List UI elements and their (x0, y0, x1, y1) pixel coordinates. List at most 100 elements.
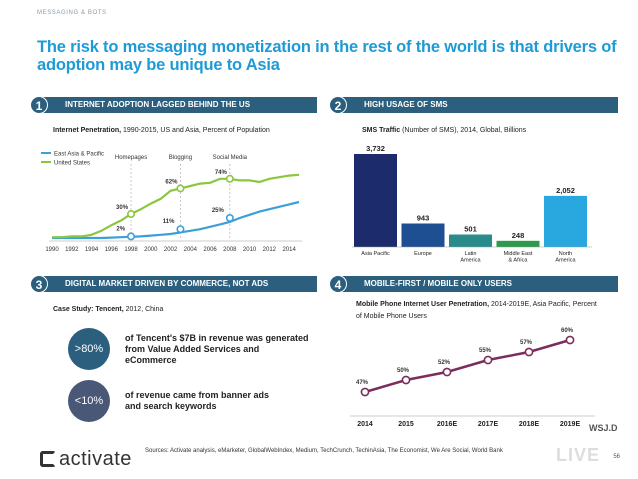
data-point-us (225, 174, 234, 183)
chart-title-mobile-penetration: Mobile Phone Internet User Penetration, … (356, 299, 604, 323)
x-tick-label: 1990 (45, 247, 59, 253)
category-label-line: Middle East (504, 251, 533, 257)
data-label: 52% (438, 360, 451, 366)
activate-logo-icon (40, 451, 56, 467)
category-label: Latin America (460, 251, 481, 264)
case-study-title-rest: 2012, China (123, 306, 164, 313)
category-label-line: America (460, 258, 481, 264)
bar (544, 195, 587, 247)
case-study-title: Case Study: Tencent, 2012, China (53, 306, 163, 313)
x-tick-label: 2012 (263, 247, 277, 253)
category-label: Europe (414, 251, 432, 257)
sms-traffic-chart: 3,732 Asia Pacific 943 Europe 501 Latin Americ… (352, 144, 592, 264)
bar (496, 240, 540, 247)
data-point-asia (127, 232, 136, 241)
panel-number-3: 3 (30, 275, 48, 293)
data-label: 60% (561, 328, 574, 334)
data-label-asia: 25% (212, 208, 225, 214)
bar-value-label: 248 (512, 231, 525, 240)
data-label-us: 30% (116, 205, 129, 211)
chart-title-rest: 1990-2015, US and Asia, Percent of Popul… (121, 127, 270, 134)
x-tick-label: 2008 (223, 247, 237, 253)
category-label-line: & Africa (509, 258, 529, 264)
series-line (364, 338, 571, 394)
legend-label-us: United States (54, 161, 90, 167)
x-tick-label: 2000 (144, 247, 158, 253)
banner-mobile-first: MOBILE-FIRST / MOBILE ONLY USERS (336, 276, 618, 292)
era-label-0: Homepages (115, 155, 147, 161)
banner-internet-adoption: INTERNET ADOPTION LAGGED BEHIND THE US (37, 97, 317, 113)
chart-title-bold: SMS Traffic (362, 127, 401, 134)
activate-logo-text: activate (59, 448, 132, 470)
data-point (401, 375, 411, 385)
data-label: 55% (479, 348, 492, 354)
banner-label: INTERNET ADOPTION LAGGED BEHIND THE US (65, 100, 251, 109)
chart-title-bold: Internet Penetration, (53, 127, 122, 134)
series-line-us (52, 173, 300, 239)
category-label-line: Asia Pacific (361, 251, 390, 257)
x-tick-label: 2002 (164, 247, 178, 253)
category-label-line: America (555, 258, 576, 264)
bar-value-label: 3,732 (366, 144, 385, 153)
x-tick-label: 2010 (243, 247, 257, 253)
case-study-title-bold: Case Study: Tencent, (53, 306, 124, 313)
data-point-asia (176, 225, 185, 234)
data-label-us: 74% (215, 170, 228, 176)
chart-title-rest: 2014-2019E, Asia Pacific, Percent of Mob… (356, 301, 597, 320)
banner-label: DIGITAL MARKET DRIVEN BY COMMERCE, NOT A… (65, 279, 269, 288)
x-tick-label: 2017E (478, 421, 499, 428)
bar-value-label: 943 (417, 214, 430, 223)
data-point-asia (225, 214, 234, 223)
banner-digital-market: DIGITAL MARKET DRIVEN BY COMMERCE, NOT A… (37, 276, 317, 292)
x-tick-label: 1996 (105, 247, 119, 253)
bar (354, 154, 397, 247)
data-point (565, 335, 575, 345)
panel-number-4: 4 (329, 275, 347, 293)
x-tick-label: 2014 (357, 421, 373, 428)
stat-circle-10: <10% (68, 380, 110, 422)
page-title: The risk to messaging monetization in th… (37, 38, 617, 74)
page-number: 56 (613, 454, 620, 460)
x-tick-label: 1994 (85, 247, 99, 253)
data-label: 47% (356, 380, 369, 386)
mobile-penetration-chart: 47% 2014 50% 2015 52% 2016E 55% 2017E 57% 2018E 60… (350, 328, 595, 428)
banner-sms-usage: HIGH USAGE OF SMS (336, 97, 618, 113)
wsjd-logo: WSJ.D (589, 423, 618, 433)
era-label-1: Blogging (169, 155, 192, 161)
category-label: Asia Pacific (361, 251, 390, 257)
category-label-line: North (559, 251, 572, 257)
bar-value-label: 501 (464, 225, 477, 234)
category-label: North America (555, 251, 576, 264)
stat-text-10: of revenue came from banner ads and sear… (125, 390, 270, 411)
x-tick-label: 2006 (203, 247, 217, 253)
data-label-asia: 2% (116, 226, 125, 232)
x-tick-label: 2014 (282, 247, 296, 253)
live-watermark: LIVE (556, 445, 601, 465)
x-tick-label: 2004 (184, 247, 198, 253)
bar (449, 234, 492, 247)
chart-title-bold: Mobile Phone Internet User Penetration, (356, 301, 490, 308)
bar-value-label: 2,052 (556, 186, 575, 195)
bar (401, 223, 445, 247)
activate-logo: activate (40, 448, 132, 471)
panel-number-2: 2 (329, 96, 347, 114)
section-tag: MESSAGING & BOTS (37, 10, 107, 16)
x-tick-label: 2015 (398, 421, 414, 428)
x-tick-label: 2016E (437, 421, 458, 428)
data-point (360, 387, 370, 397)
data-point (483, 355, 493, 365)
chart-title-internet-penetration: Internet Penetration, 1990-2015, US and … (53, 127, 270, 134)
stat-circle-80: >80% (68, 328, 110, 370)
series-line-asia (52, 200, 300, 240)
x-tick-label: 2018E (519, 421, 540, 428)
data-point (442, 367, 452, 377)
legend-label-asia: East Asia & Pacific (54, 152, 104, 158)
data-label-asia: 11% (163, 219, 175, 225)
category-label: Middle East & Africa (504, 251, 533, 264)
x-tick-label: 1998 (124, 247, 138, 253)
chart-title-sms-traffic: SMS Traffic (Number of SMS), 2014, Globa… (362, 127, 526, 134)
data-label: 57% (520, 340, 533, 346)
sources-note: Sources: Activate analysis, eMarketer, G… (145, 448, 503, 454)
era-label-2: Social Media (213, 155, 248, 161)
data-label: 50% (397, 368, 410, 374)
